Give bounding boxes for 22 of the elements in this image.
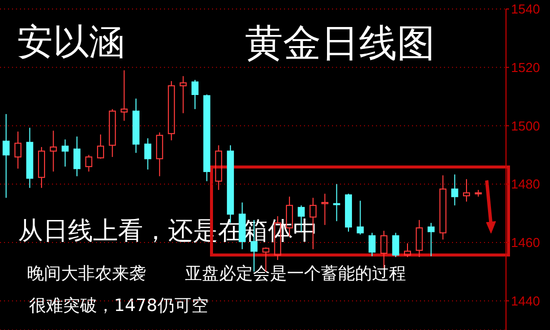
candlestick bbox=[132, 98, 140, 154]
y-tick-label: 1480 bbox=[511, 176, 540, 192]
candlestick bbox=[321, 193, 328, 226]
annotation: 亚盘必定会是一个蓄能的过程 bbox=[185, 263, 406, 285]
annotation: 晚间大非农来袭 bbox=[27, 263, 146, 285]
candlestick bbox=[180, 76, 187, 114]
candlestick bbox=[14, 131, 22, 170]
candlestick bbox=[50, 130, 57, 172]
candlestick bbox=[26, 127, 34, 188]
y-tick-label: 1540 bbox=[511, 2, 540, 17]
candlestick bbox=[73, 136, 80, 177]
y-tick-label: 1500 bbox=[511, 118, 540, 134]
candlestick bbox=[120, 70, 128, 122]
chart-subtitle: 安以涵 bbox=[17, 21, 125, 65]
chart-title: 黄金日线图 bbox=[245, 20, 435, 67]
annotation: 很难突破，1478仍可空 bbox=[29, 295, 208, 317]
candlestick bbox=[2, 114, 10, 198]
y-tick-label: 1440 bbox=[511, 293, 540, 308]
candlestick bbox=[333, 184, 340, 222]
y-tick-label: 1460 bbox=[511, 235, 540, 250]
candlestick bbox=[451, 174, 458, 206]
y-tick-label: 1520 bbox=[511, 60, 540, 75]
